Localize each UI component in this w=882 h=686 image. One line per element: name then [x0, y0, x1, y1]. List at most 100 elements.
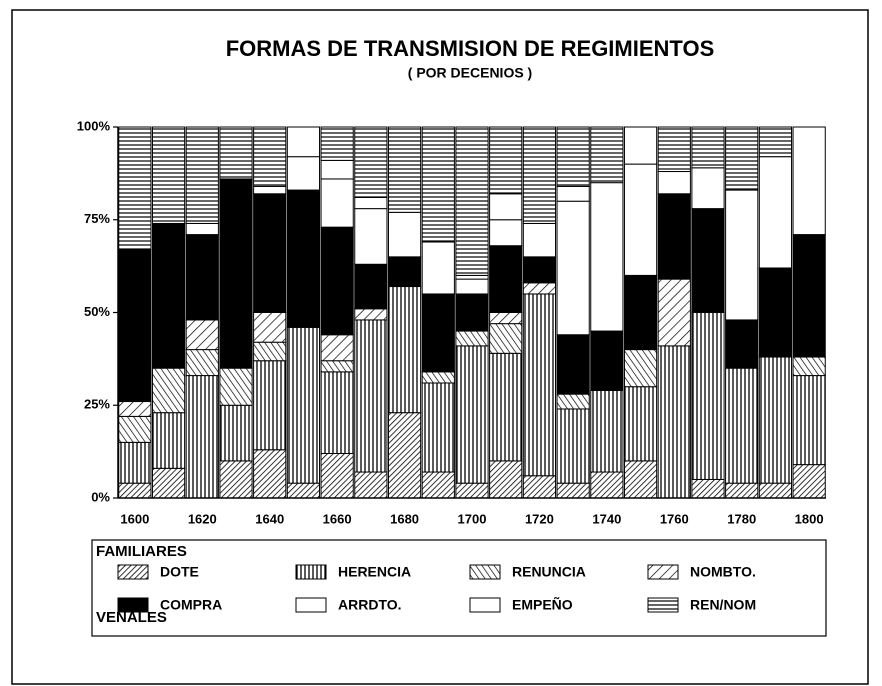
legend-group: VENALES: [96, 609, 167, 626]
x-tick-label: 1680: [390, 511, 419, 526]
bar-segment: [758, 267, 793, 358]
bar-segment: [354, 126, 388, 198]
bar-segment: [185, 349, 219, 377]
legend-swatch: [647, 564, 679, 580]
bar-segment: [118, 482, 152, 499]
bar-segment: [623, 460, 658, 499]
bar-segment: [758, 126, 793, 158]
bar-segment: [421, 293, 455, 373]
bar-segment: [725, 367, 759, 484]
bar-segment: [657, 171, 691, 195]
bar-segment: [489, 245, 523, 313]
bar-segment: [185, 375, 219, 499]
bar-segment: [556, 408, 590, 484]
x-tick-label: 1620: [188, 511, 217, 526]
bar-segment: [455, 274, 489, 280]
bar-segment: [387, 211, 422, 258]
legend-label: REN/NOM: [690, 597, 756, 613]
bar-segment: [421, 126, 455, 243]
bar-segment: [118, 441, 152, 484]
legend-box: [91, 539, 827, 637]
bar-segment: [286, 189, 321, 328]
bar-segment: [556, 334, 590, 395]
bar-segment: [320, 126, 354, 161]
y-tick-label: 100%: [77, 118, 111, 133]
bar-segment: [118, 401, 152, 417]
legend-label: COMPRA: [160, 597, 222, 613]
bar-segment: [185, 222, 219, 236]
bar-segment: [691, 312, 725, 480]
bar-segment: [489, 323, 523, 354]
bar-segment: [118, 126, 152, 250]
bar-segment: [219, 126, 253, 180]
legend-label: HERENCIA: [338, 564, 411, 580]
legend-label: NOMBTO.: [690, 564, 756, 580]
bar-segment: [623, 386, 658, 462]
bar-segment: [792, 464, 826, 499]
bar-segment: [455, 330, 489, 347]
frame: [11, 9, 869, 685]
legend-label: DOTE: [160, 564, 199, 580]
bar-segment: [556, 185, 590, 202]
bar-segment: [118, 415, 152, 443]
bar-segment: [354, 196, 388, 210]
bar-segment: [253, 126, 287, 187]
bar-segment: [286, 482, 321, 499]
chart-subtitle: ( POR DECENIOS ): [408, 65, 532, 81]
bar-segment: [455, 345, 489, 484]
bar-segment: [590, 126, 624, 184]
bar-segment: [556, 126, 590, 187]
legend-swatch: [469, 564, 501, 580]
x-tick-label: 1640: [255, 511, 284, 526]
bar-segment: [590, 182, 624, 332]
bar-segment: [354, 471, 388, 499]
bar-segment: [253, 449, 287, 499]
bar-segment: [522, 256, 557, 284]
bar-segment: [623, 126, 658, 165]
bar-segment: [354, 263, 388, 310]
bar-segment: [421, 241, 455, 295]
bar-segment: [455, 482, 489, 499]
x-tick-label: 1760: [660, 511, 689, 526]
bar-segment: [489, 460, 523, 499]
bar-segment: [286, 126, 321, 158]
legend-swatch: [469, 597, 501, 613]
bar-segment: [286, 156, 321, 191]
bar-segment: [489, 352, 523, 462]
bar-segment: [590, 471, 624, 499]
bar-segment: [758, 356, 793, 484]
bar-segment: [219, 178, 253, 369]
bar-segment: [623, 274, 658, 351]
bar-segment: [421, 371, 455, 384]
bar-segment: [387, 126, 422, 213]
bar-segment: [151, 367, 186, 414]
bar-segment: [253, 360, 287, 451]
bar-segment: [657, 126, 691, 173]
bar-segment: [320, 178, 354, 228]
bar-segment: [320, 371, 354, 454]
legend-label: ARRDTO.: [338, 597, 402, 613]
bar-segment: [219, 404, 253, 462]
bar-segment: [253, 193, 287, 313]
bar-segment: [691, 126, 725, 169]
y-tick-label: 75%: [84, 211, 110, 226]
bar-segment: [320, 334, 354, 362]
x-tick-label: 1600: [120, 511, 149, 526]
bar-segment: [219, 367, 253, 406]
bar-segment: [489, 126, 523, 195]
bar-segment: [691, 208, 725, 313]
bar-segment: [657, 345, 691, 499]
bar-segment: [455, 293, 489, 332]
bar-segment: [455, 278, 489, 295]
x-tick-label: 1740: [592, 511, 621, 526]
bar-segment: [253, 185, 287, 195]
bar-segment: [185, 126, 219, 224]
legend-swatch: [647, 597, 679, 613]
y-tick-label: 50%: [84, 304, 110, 319]
bar-segment: [522, 475, 557, 499]
bar-segment: [590, 389, 624, 473]
bar-segment: [151, 126, 186, 224]
bar-segment: [691, 167, 725, 210]
bar-segment: [522, 282, 557, 295]
legend-label: RENUNCIA: [512, 564, 586, 580]
